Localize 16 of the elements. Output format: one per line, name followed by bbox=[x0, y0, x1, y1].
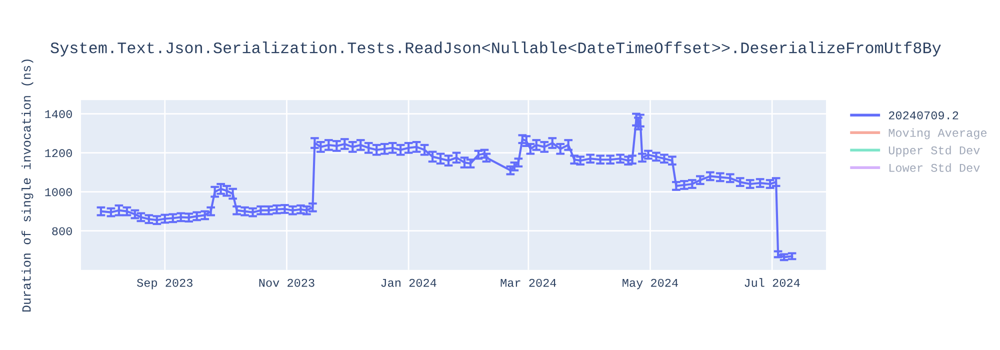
chart-title: System.Text.Json.Serialization.Tests.ReadJson<Nullable<DateTimeOffset>>.DeserializeFromUtf8By bbox=[50, 42, 941, 56]
legend-label: Lower Std Dev bbox=[889, 163, 980, 172]
x-tick-label: Mar 2024 bbox=[500, 278, 556, 287]
x-tick-label: Jan 2024 bbox=[381, 278, 436, 287]
y-tick-label: 1400 bbox=[45, 110, 72, 118]
x-tick-label: May 2024 bbox=[622, 278, 678, 290]
y-tick-label: 800 bbox=[52, 227, 72, 236]
y-tick-label: 1000 bbox=[45, 188, 72, 196]
legend-label: Upper Std Dev bbox=[888, 146, 980, 157]
y-tick-label: 1200 bbox=[45, 149, 72, 158]
y-axis-title: Duration of single invocation (ns) bbox=[22, 60, 34, 312]
legend-label: 20240709.2 bbox=[888, 111, 958, 120]
x-tick-label: Nov 2023 bbox=[259, 278, 314, 287]
x-tick-label: Sep 2023 bbox=[137, 278, 192, 290]
x-tick-label: Jul 2024 bbox=[744, 278, 800, 287]
legend-label: Moving Average bbox=[888, 128, 987, 140]
